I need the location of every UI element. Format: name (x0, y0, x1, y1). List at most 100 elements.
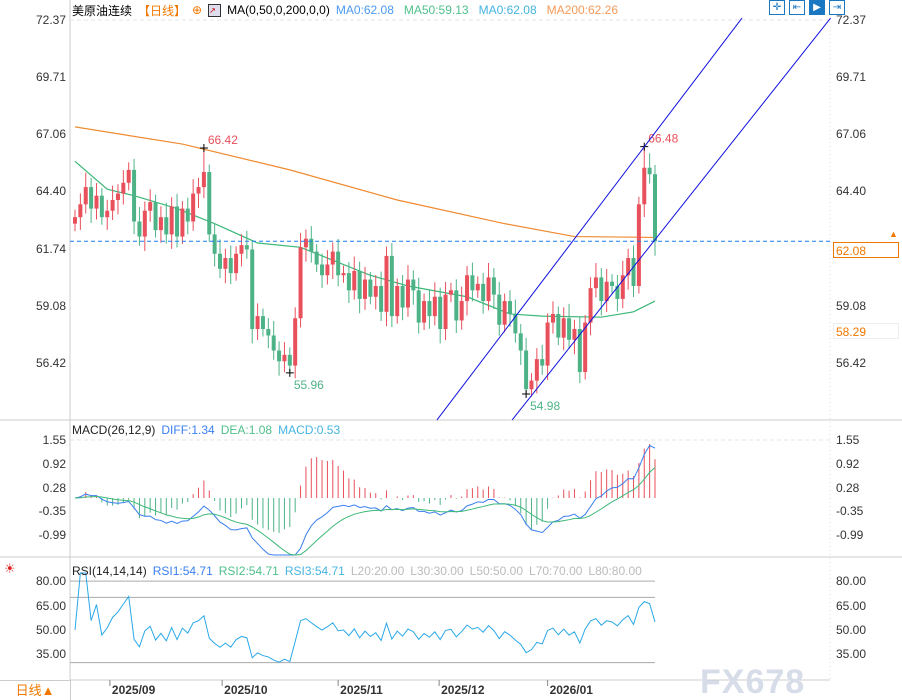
rsi-label: RSI(14,14,14) (72, 564, 147, 578)
candle-body (336, 251, 341, 276)
candle-body (604, 281, 609, 302)
macd-diff: DIFF:1.34 (161, 423, 215, 437)
time-tick-label: 2026/01 (549, 683, 593, 697)
rsi-tick-label: 50.00 (836, 623, 867, 637)
fit-range-icon[interactable]: ⇤ (789, 0, 805, 15)
candle-body (357, 270, 362, 299)
candle-body (320, 264, 325, 276)
rsi-level: L80:80.00 (588, 564, 642, 578)
candle-body (132, 169, 137, 222)
price-tick-label: 64.40 (35, 184, 66, 199)
candle-body (620, 275, 625, 299)
period-label[interactable]: 【日线】 (138, 3, 187, 18)
price-tick-label: 64.40 (836, 184, 867, 199)
candle-body (636, 204, 641, 287)
candle-body (169, 206, 174, 235)
candle-body (164, 217, 169, 235)
price-tick-label: 67.06 (35, 127, 66, 142)
period-button[interactable]: 日线▲ (0, 680, 71, 700)
rsi-levels: L20:20.00 L30:30.00 L50:50.00 L70:70.00 L80:… (351, 564, 642, 578)
circle-plus-icon[interactable]: ⊕ (192, 3, 203, 17)
candle-body (325, 264, 330, 276)
rsi1-value: RSI1:54.71 (152, 564, 213, 578)
extreme-marker (285, 368, 294, 377)
candle-body (175, 206, 180, 237)
rsi-tick-label: 80.00 (35, 574, 66, 589)
indicator-chart-icon[interactable]: ↗ (208, 3, 222, 17)
candle-body (610, 281, 615, 287)
candle-body (287, 354, 292, 366)
candle-body (250, 249, 255, 330)
price-tick-label: 61.74 (35, 241, 66, 256)
candle-body (405, 279, 410, 308)
candle-body (126, 169, 131, 183)
candle-body (642, 167, 647, 205)
macd-tick-label: 1.55 (42, 433, 66, 448)
candle-body (470, 275, 475, 291)
candle-body (196, 187, 201, 194)
settings-sun-icon[interactable]: ☀ (4, 561, 16, 576)
macd-tick-label: -0.99 (836, 528, 864, 543)
crosshair-icon[interactable]: ✛ (769, 0, 785, 15)
candle-body (346, 273, 351, 291)
diff-line (74, 444, 656, 556)
rsi-level: L20:20.00 (350, 564, 405, 578)
candle-body (185, 208, 190, 222)
dea-line (74, 467, 656, 556)
candle-body (153, 202, 158, 231)
candle-body (282, 354, 287, 362)
macd-tick-label: 0.28 (836, 480, 860, 495)
candle-body (303, 238, 308, 248)
candle-body (330, 251, 335, 265)
candle-body (218, 253, 222, 269)
candle-body (416, 290, 421, 323)
macd-tick-label: -0.35 (38, 504, 66, 519)
channel-trendline (511, 17, 832, 421)
candle-body (481, 283, 486, 302)
candle-body (110, 199, 115, 211)
candle-body (497, 294, 502, 325)
candle-body (593, 277, 598, 289)
extreme-label: 55.96 (294, 378, 324, 392)
candle-body (363, 279, 367, 299)
candle-body (239, 245, 244, 254)
rsi-legend: RSI(14,14,14) RSI1:54.71 RSI2:54.71 RSI3… (72, 564, 642, 578)
macd-tick-label: -0.99 (38, 528, 66, 543)
scroll-right-icon[interactable]: ▶ (809, 0, 825, 15)
rsi-level: L50:50.00 (469, 564, 524, 578)
candle-body (615, 286, 620, 299)
candle-body (427, 301, 432, 317)
watermark-logo: FX678 (700, 663, 806, 700)
candle-body (207, 172, 212, 235)
price-tick-label: 72.37 (35, 13, 66, 27)
candle-body (475, 283, 480, 291)
candle-body (368, 279, 373, 297)
ma-value: MA0:62.08 (478, 3, 537, 17)
channel-trendline (436, 17, 743, 421)
price-tick-label: 59.08 (836, 298, 867, 313)
goto-end-icon[interactable]: ⇥ (829, 0, 845, 15)
last-price-tag: 62.08 (833, 242, 899, 258)
macd-tick-label: 0.92 (42, 456, 66, 471)
macd-dea: DEA:1.08 (220, 423, 273, 437)
time-tick-label: 2025/12 (441, 683, 485, 697)
rsi2-value: RSI2:54.71 (218, 564, 279, 578)
candle-body (223, 258, 228, 269)
candle-body (201, 172, 206, 188)
candle-body (422, 301, 427, 323)
ma-price-tag: 58.29 (833, 323, 899, 339)
candle-body (567, 318, 572, 340)
candle-body (540, 359, 545, 366)
candle-body (432, 296, 437, 317)
candle-body (137, 221, 142, 237)
candle-body (561, 318, 566, 338)
rsi-tick-label: 35.00 (836, 647, 867, 662)
candle-body (572, 329, 577, 340)
candle-body (228, 258, 233, 274)
price-tick-label: 67.06 (836, 127, 867, 142)
extreme-label: 54.98 (530, 399, 560, 413)
ma200-line (74, 126, 656, 239)
candle-body (180, 208, 185, 237)
ma-value: MA0:62.08 (335, 3, 394, 17)
